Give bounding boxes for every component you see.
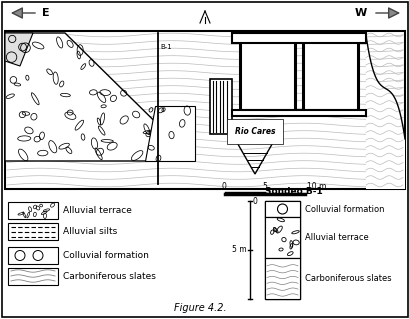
Bar <box>302 35 357 110</box>
Text: W: W <box>354 8 366 18</box>
Text: Carboniferous slates: Carboniferous slates <box>304 274 391 283</box>
Text: Alluvial terrace: Alluvial terrace <box>304 233 368 242</box>
Bar <box>264 258 299 299</box>
Text: Sondeo B-1: Sondeo B-1 <box>264 187 322 196</box>
Bar <box>8 268 58 285</box>
Polygon shape <box>5 33 195 161</box>
Text: 5 m: 5 m <box>232 246 246 255</box>
Polygon shape <box>365 35 404 189</box>
Text: Rio Cares: Rio Cares <box>234 127 274 136</box>
Bar <box>239 35 294 110</box>
Bar <box>5 31 404 189</box>
Bar <box>8 223 58 240</box>
Text: Colluvial formation: Colluvial formation <box>63 251 148 260</box>
Bar <box>264 201 299 299</box>
Polygon shape <box>145 106 195 161</box>
Bar <box>8 247 58 264</box>
Text: Colluvial formation: Colluvial formation <box>304 204 384 213</box>
Bar <box>8 202 58 219</box>
Bar <box>264 201 299 217</box>
Text: E: E <box>42 8 49 18</box>
Bar <box>264 217 299 258</box>
Polygon shape <box>5 33 33 66</box>
Text: 0: 0 <box>221 182 226 191</box>
Text: Figure 4.2.: Figure 4.2. <box>173 303 226 313</box>
Bar <box>209 79 231 134</box>
Text: 5: 5 <box>262 182 267 191</box>
Bar <box>231 33 365 43</box>
Text: 0: 0 <box>252 197 257 205</box>
Text: Alluvial terrace: Alluvial terrace <box>63 206 132 215</box>
Text: Carboniferous slates: Carboniferous slates <box>63 272 155 281</box>
Text: B-1: B-1 <box>160 44 171 50</box>
Text: Alluvial silts: Alluvial silts <box>63 227 117 236</box>
Text: 10 m: 10 m <box>306 182 326 191</box>
Bar <box>231 110 365 116</box>
